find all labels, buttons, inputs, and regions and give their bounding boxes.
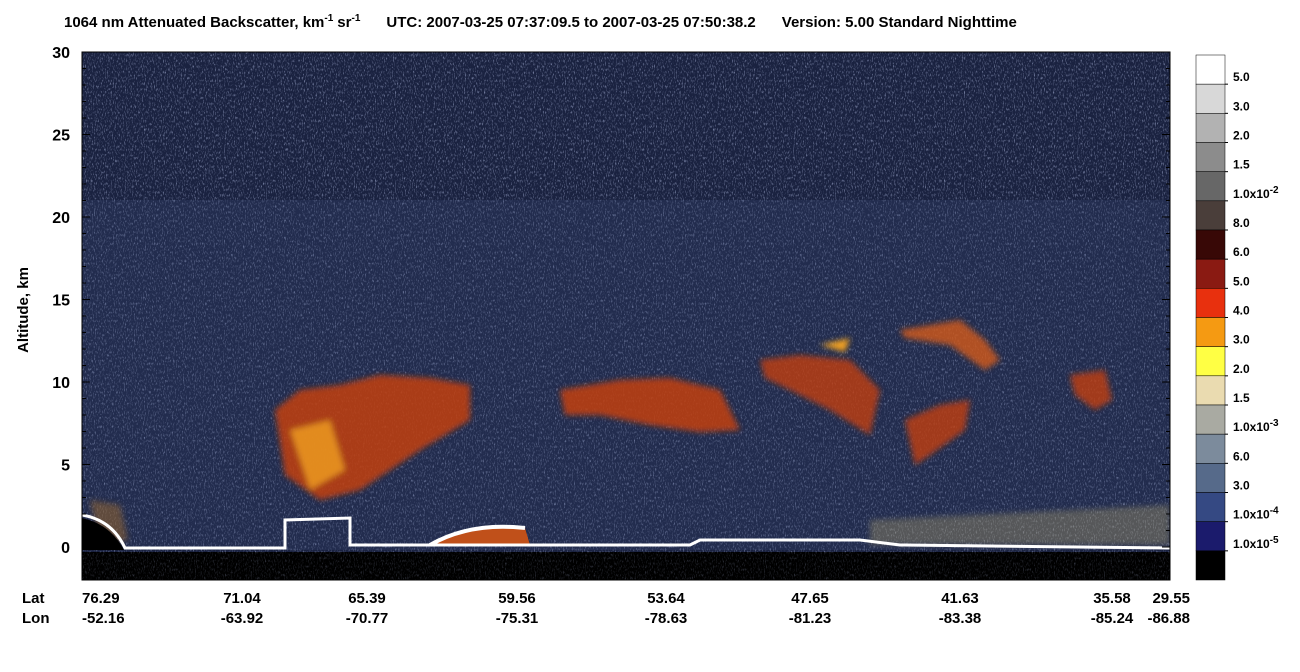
lon-label: -52.16 <box>82 610 125 627</box>
y-tick-label: 30 <box>52 45 70 62</box>
colorbar-label: 5.0 <box>1233 70 1250 84</box>
colorbar-swatch <box>1195 463 1226 493</box>
y-tick-label: 25 <box>52 128 70 145</box>
colorbar-label: 2.0 <box>1233 362 1250 376</box>
colorbar-label: 3.0 <box>1233 333 1250 347</box>
lon-label: -70.77 <box>346 610 389 627</box>
lon-label: -63.92 <box>221 610 264 627</box>
colorbar-swatch <box>1195 521 1226 552</box>
colorbar-label: 5.0 <box>1233 274 1250 288</box>
x-row-label: Lon <box>22 610 50 627</box>
colorbar-label-text: 6.0 <box>1233 245 1250 259</box>
colorbar-label-text: 1.0x10 <box>1233 537 1270 551</box>
lon-label: -75.31 <box>496 610 539 627</box>
colorbar-swatch <box>1195 375 1226 406</box>
colorbar-label-text: 2.0 <box>1233 129 1250 143</box>
lon-label: -78.63 <box>645 610 688 627</box>
colorbar-label-text: 1.0x10 <box>1233 187 1270 201</box>
colorbar-label-exponent: -4 <box>1270 506 1279 517</box>
colorbar-label-text: 1.0x10 <box>1233 420 1270 434</box>
colorbar-label-text: 3.0 <box>1233 479 1250 493</box>
colorbar-label-text: 4.0 <box>1233 304 1250 318</box>
colorbar-swatch <box>1195 346 1226 377</box>
colorbar-label: 1.0x10-4 <box>1233 506 1279 522</box>
colorbar-label-exponent: -5 <box>1270 535 1279 546</box>
lon-label: -86.88 <box>1147 610 1190 627</box>
colorbar-label: 4.0 <box>1233 304 1250 318</box>
lat-label: 53.64 <box>647 590 685 607</box>
y-tick-label: 20 <box>52 210 70 227</box>
colorbar-label: 3.0 <box>1233 479 1250 493</box>
lon-label: -81.23 <box>789 610 832 627</box>
colorbar-swatch <box>1195 83 1226 114</box>
colorbar-swatch <box>1195 229 1226 260</box>
y-tick-label: 15 <box>52 293 70 310</box>
colorbar-label-text: 5.0 <box>1233 274 1250 288</box>
colorbar-swatch <box>1195 171 1226 202</box>
colorbar-label: 1.5 <box>1233 158 1250 172</box>
colorbar-label-text: 6.0 <box>1233 449 1250 463</box>
chart-title: 1064 nm Attenuated Backscatter, km-1 sr-1… <box>64 13 1017 31</box>
x-row-label: Lat <box>22 590 45 607</box>
colorbar-swatch <box>1195 54 1226 85</box>
colorbar-label: 6.0 <box>1233 245 1250 259</box>
lat-label: 41.63 <box>941 590 979 607</box>
colorbar-swatch <box>1195 113 1226 143</box>
colorbar-label: 2.0 <box>1233 129 1250 143</box>
colorbar-swatch <box>1195 258 1226 289</box>
colorbar-label-exponent: -2 <box>1270 185 1279 196</box>
lat-label: 47.65 <box>791 590 829 607</box>
colorbar-label: 1.0x10-2 <box>1233 185 1279 201</box>
colorbar-label-text: 1.0x10 <box>1233 508 1270 522</box>
lat-label: 76.29 <box>82 590 120 607</box>
colorbar-swatch <box>1195 404 1226 435</box>
clouds <box>90 320 1170 545</box>
lat-label: 35.58 <box>1093 590 1131 607</box>
colorbar-label-text: 1.5 <box>1233 391 1250 405</box>
colorbar-label-text: 5.0 <box>1233 70 1250 84</box>
colorbar-label-text: 8.0 <box>1233 216 1250 230</box>
colorbar-label: 1.0x10-5 <box>1233 535 1279 551</box>
y-tick-label: 5 <box>61 458 70 475</box>
lon-label: -85.24 <box>1091 610 1134 627</box>
colorbar-swatch <box>1195 288 1226 318</box>
lon-label: -83.38 <box>939 610 982 627</box>
y-tick-label: 0 <box>61 540 70 557</box>
colorbar-label-text: 2.0 <box>1233 362 1250 376</box>
colorbar-label: 1.5 <box>1233 391 1250 405</box>
lat-label: 65.39 <box>348 590 386 607</box>
y-tick-label: 10 <box>52 375 70 392</box>
colorbar-swatch <box>1195 492 1226 522</box>
backscatter-image <box>82 52 1170 580</box>
lat-label: 71.04 <box>223 590 261 607</box>
lat-label: 59.56 <box>498 590 536 607</box>
lat-label: 29.55 <box>1152 590 1190 607</box>
colorbar-label-exponent: -3 <box>1270 418 1279 429</box>
colorbar-label: 6.0 <box>1233 449 1250 463</box>
colorbar-label-text: 3.0 <box>1233 333 1250 347</box>
colorbar-label: 8.0 <box>1233 216 1250 230</box>
colorbar-swatch <box>1195 550 1226 581</box>
colorbar-swatch <box>1195 142 1226 172</box>
colorbar-label-text: 3.0 <box>1233 99 1250 113</box>
colorbar-swatch <box>1195 317 1226 347</box>
colorbar-label: 1.0x10-3 <box>1233 418 1279 434</box>
colorbar-swatch <box>1195 433 1226 464</box>
colorbar-swatch <box>1195 200 1226 231</box>
y-axis-label: Altitude, km <box>15 267 32 353</box>
colorbar-label-text: 1.5 <box>1233 158 1250 172</box>
colorbar-label: 3.0 <box>1233 99 1250 113</box>
